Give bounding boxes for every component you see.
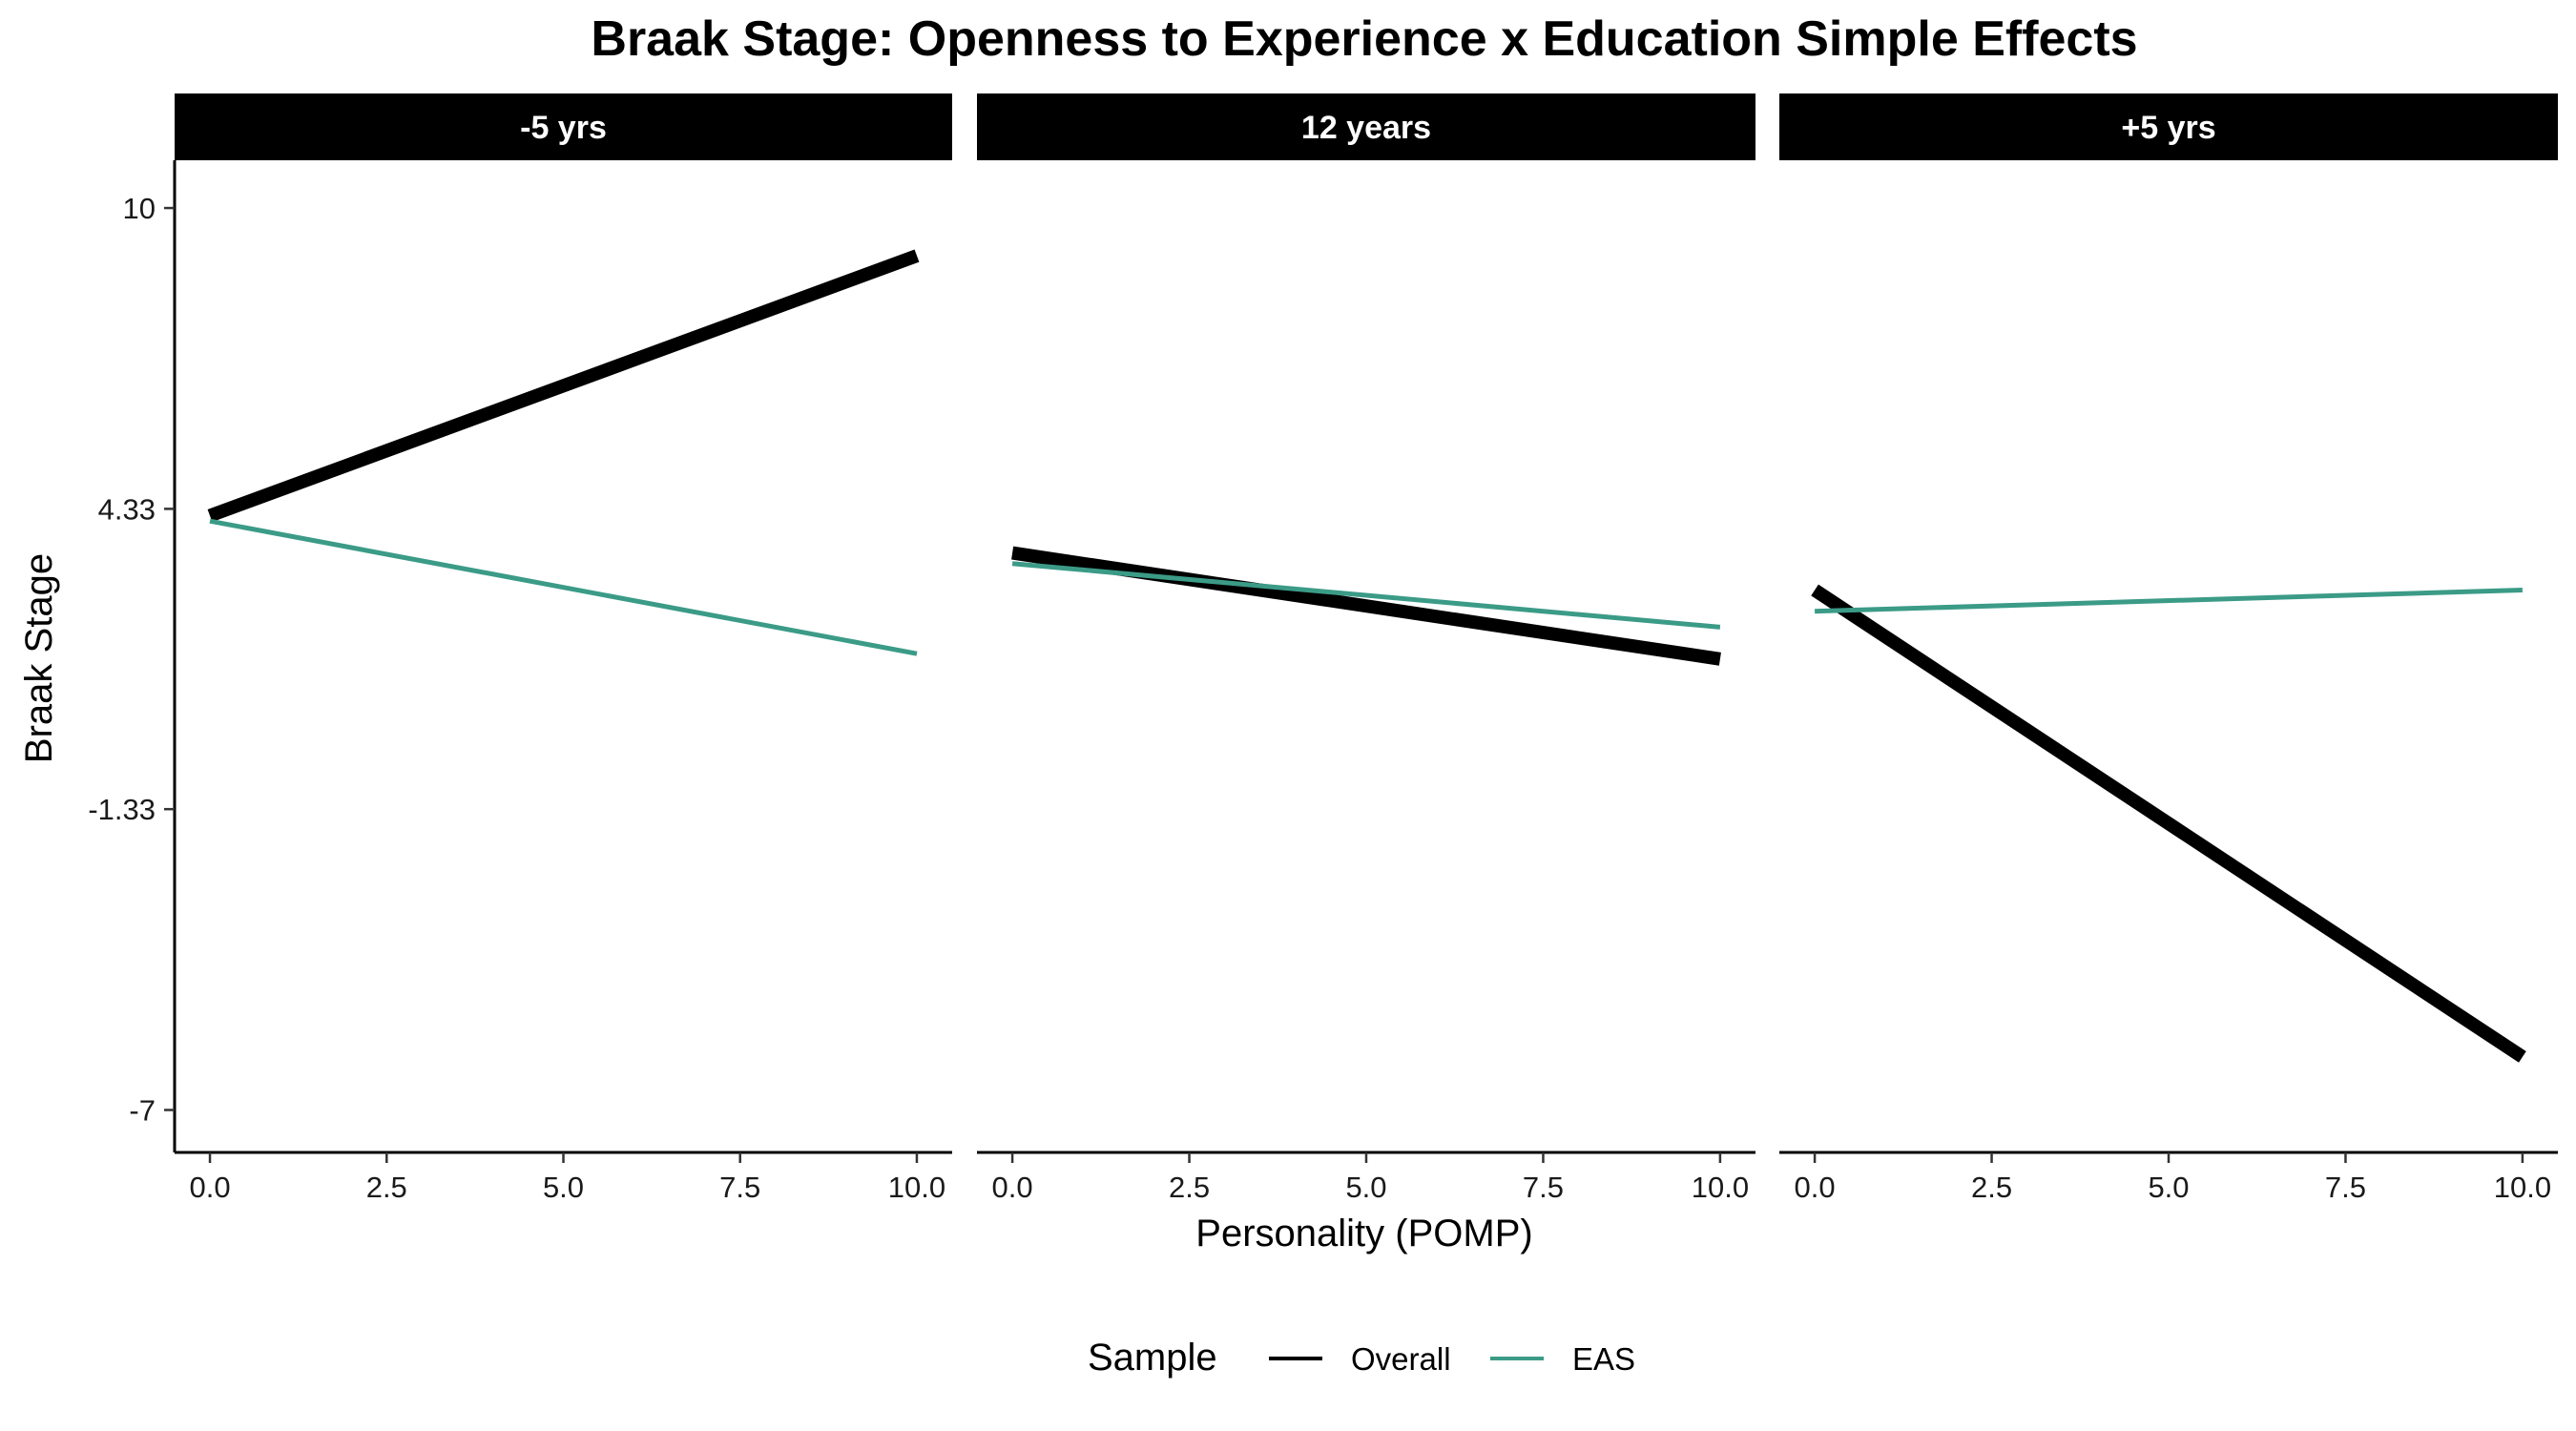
series-line-eas-1 xyxy=(1011,561,1721,630)
series-line-overall-0 xyxy=(207,249,920,523)
x-tick-label-1-4: 10.0 xyxy=(1692,1171,1749,1204)
legend-title: Sample xyxy=(1088,1337,1217,1379)
legend: Sample Overall EAS xyxy=(1088,1337,1635,1379)
x-tick-label-1-0: 0.0 xyxy=(992,1171,1033,1204)
x-tick-label-2-3: 7.5 xyxy=(2325,1171,2366,1204)
chart-title: Braak Stage: Openness to Experience x Ed… xyxy=(591,11,2137,67)
x-axis-title: Personality (POMP) xyxy=(1195,1213,1532,1255)
x-tick-label-1-1: 2.5 xyxy=(1169,1171,1210,1204)
x-tick-label-0-1: 2.5 xyxy=(366,1171,407,1204)
series-line-overall-2 xyxy=(1811,584,2526,1063)
facet-strip-0 xyxy=(175,93,952,160)
panels-layer: -5 yrs 0.0 2.5 5.0 7.5 10.0 12 years 0.0 2.5 5.0 7… xyxy=(175,93,2558,1204)
panel-0: -5 yrs 0.0 2.5 5.0 7.5 10.0 xyxy=(175,93,952,1204)
series-line-overall-1 xyxy=(1011,546,1721,666)
x-tick-label-2-1: 2.5 xyxy=(1971,1171,2012,1204)
y-tick-label-0: 10 xyxy=(123,192,156,225)
x-tick-label-2-0: 0.0 xyxy=(1795,1171,1836,1204)
y-tick-label-3: -7 xyxy=(129,1094,156,1128)
y-tick-label-2: -1.33 xyxy=(88,793,156,826)
x-tick-label-0-2: 5.0 xyxy=(543,1171,584,1204)
y-tick-label-1: 4.33 xyxy=(98,492,156,526)
x-tick-label-0-0: 0.0 xyxy=(189,1171,230,1204)
legend-label-overall: Overall xyxy=(1351,1341,1451,1377)
facet-strip-label-1: 12 years xyxy=(1301,110,1431,146)
panel-2: +5 yrs 0.0 2.5 5.0 7.5 10.0 xyxy=(1779,93,2558,1204)
x-tick-label-0-3: 7.5 xyxy=(719,1171,760,1204)
x-tick-label-0-4: 10.0 xyxy=(888,1171,945,1204)
x-tick-label-1-3: 7.5 xyxy=(1523,1171,1564,1204)
x-tick-label-1-2: 5.0 xyxy=(1345,1171,1386,1204)
series-line-eas-2 xyxy=(1815,588,2523,614)
panel-1: 12 years 0.0 2.5 5.0 7.5 10.0 xyxy=(977,93,1755,1204)
facet-strip-1 xyxy=(977,93,1755,160)
facet-strip-label-0: -5 yrs xyxy=(520,110,607,146)
legend-label-eas: EAS xyxy=(1572,1341,1635,1377)
facet-strip-label-2: +5 yrs xyxy=(2121,110,2215,146)
x-tick-label-2-4: 10.0 xyxy=(2494,1171,2551,1204)
y-axis: 10 4.33 -1.33 -7 xyxy=(88,160,177,1152)
series-line-eas-0 xyxy=(209,518,918,656)
x-tick-label-2-2: 5.0 xyxy=(2148,1171,2189,1204)
facet-strip-2 xyxy=(1779,93,2558,160)
y-axis-title: Braak Stage xyxy=(18,553,60,763)
